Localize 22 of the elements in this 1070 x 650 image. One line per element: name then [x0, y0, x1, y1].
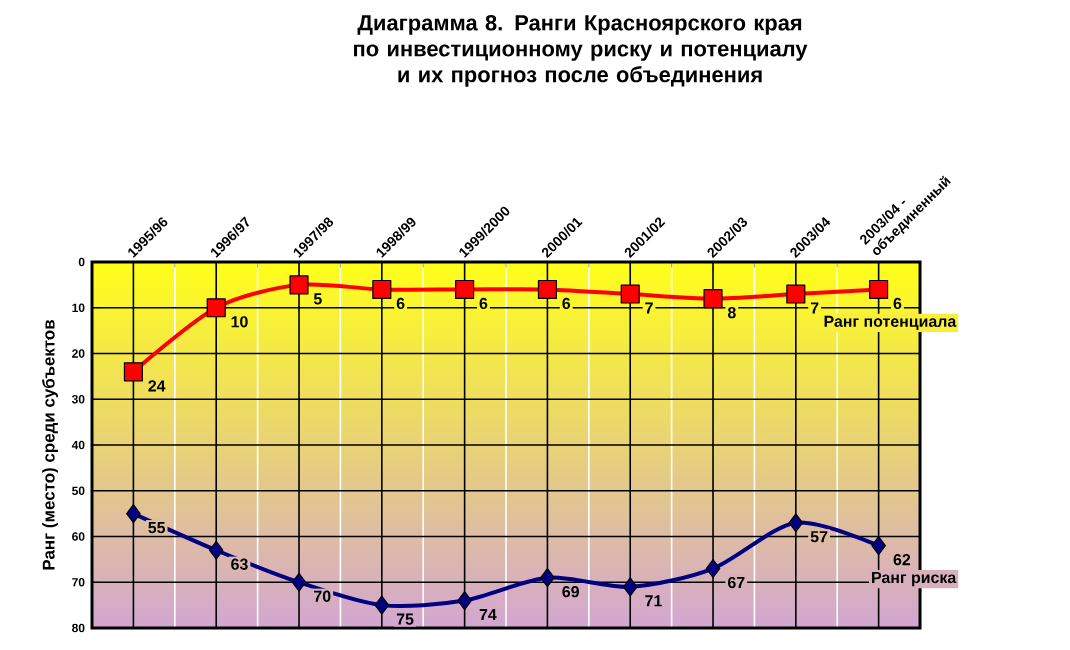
- point: [206, 298, 226, 318]
- point: [703, 289, 723, 309]
- point: [289, 275, 309, 295]
- point: [126, 504, 141, 524]
- point: [208, 540, 224, 560]
- y-axis-title: Ранг (место) среди субъектов: [42, 320, 58, 570]
- point: [374, 595, 390, 615]
- point: [372, 279, 392, 300]
- point: [123, 362, 143, 382]
- point: [622, 577, 638, 597]
- point: [540, 568, 555, 588]
- point: [869, 279, 889, 300]
- point: [455, 279, 475, 300]
- point: [457, 590, 472, 611]
- point: [786, 284, 806, 304]
- chart-title: Диаграмма 8. Ранги Красноярского края по инвестиционному риску и потенциалу и их прогноз после объединения: [354, 15, 808, 87]
- point: [788, 513, 804, 533]
- point: [537, 279, 557, 300]
- point: [291, 572, 307, 592]
- point: [705, 558, 721, 579]
- point: [620, 284, 640, 304]
- point: [871, 536, 886, 556]
